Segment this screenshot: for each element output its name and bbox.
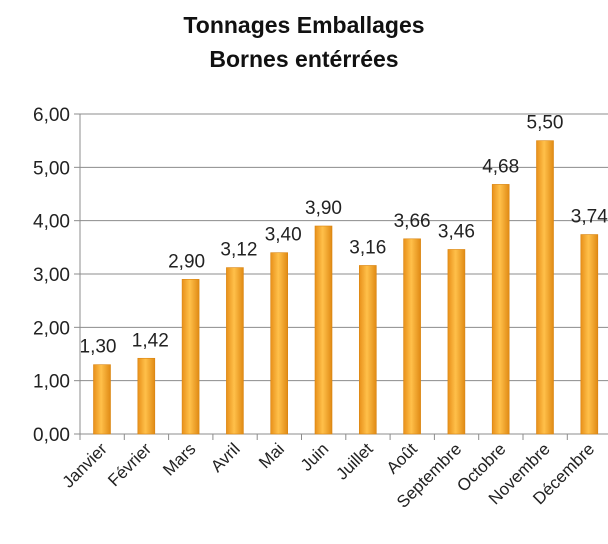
bar	[536, 140, 554, 435]
bar	[314, 225, 333, 435]
data-label: 4,68	[482, 156, 519, 177]
data-label: 2,90	[168, 251, 205, 272]
bar	[181, 279, 200, 435]
bar	[447, 249, 466, 435]
data-label: 3,66	[394, 211, 431, 232]
x-tick-label: Août	[383, 439, 421, 477]
data-label: 3,12	[220, 240, 257, 261]
data-label: 1,42	[132, 330, 169, 351]
data-label: 3,74	[571, 207, 608, 228]
y-tick-label: 3,00	[33, 265, 70, 286]
data-label: 3,46	[438, 221, 475, 242]
data-label: 3,16	[349, 237, 386, 258]
y-tick-label: 4,00	[33, 212, 70, 233]
bar	[137, 357, 156, 435]
x-tick-label: Janvier	[59, 439, 111, 491]
x-tick-label: Février	[104, 439, 155, 490]
bar	[403, 238, 421, 435]
chart-title: Tonnages Emballages	[183, 12, 425, 38]
data-label: 5,50	[527, 113, 564, 134]
bar	[226, 267, 244, 435]
bar	[270, 252, 289, 435]
data-label: 1,30	[80, 337, 117, 358]
y-tick-label: 5,00	[33, 158, 70, 179]
y-tick-label: 2,00	[33, 318, 70, 339]
x-tick-label: Avril	[207, 439, 244, 476]
y-tick-label: 0,00	[33, 425, 70, 446]
data-label: 3,40	[265, 225, 302, 246]
chart-subtitle: Bornes entérrées	[209, 46, 399, 72]
y-tick-label: 1,00	[33, 372, 70, 393]
x-tick-label: Juin	[297, 439, 332, 474]
bar	[491, 184, 510, 435]
bar	[580, 234, 599, 435]
data-label: 3,90	[305, 198, 342, 219]
x-tick-label: Mai	[255, 439, 288, 472]
x-tick-label: Juillet	[332, 439, 376, 483]
x-tick-label: Mars	[159, 439, 199, 479]
y-tick-label: 6,00	[33, 105, 70, 126]
bar	[93, 364, 111, 435]
bar	[358, 265, 377, 435]
